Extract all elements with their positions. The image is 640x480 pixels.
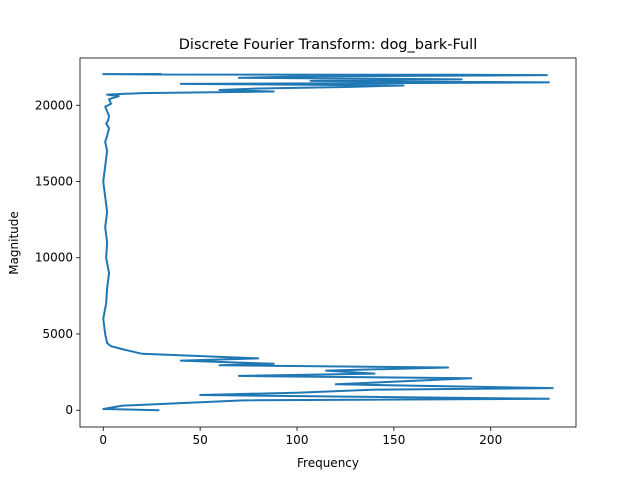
y-axis-ticks: 0 5000 10000 15000 20000: [35, 98, 80, 417]
series-line-0: [102, 73, 554, 412]
x-axis-label: Frequency: [297, 456, 359, 470]
chart-title: Discrete Fourier Transform: dog_bark-Ful…: [179, 37, 478, 53]
y-tick-label: 5000: [42, 327, 73, 341]
x-tick-label: 100: [286, 433, 309, 447]
y-tick-label: 15000: [35, 175, 73, 189]
series-layer: [102, 73, 554, 412]
x-axis-ticks: 0 50 100 150 200: [99, 427, 502, 447]
x-tick-label: 50: [192, 433, 207, 447]
axes-frame: [79, 57, 577, 428]
y-axis-label: Magnitude: [7, 211, 21, 275]
x-tick-label: 150: [382, 433, 405, 447]
x-tick-label: 200: [479, 433, 502, 447]
x-tick-label: 0: [99, 433, 107, 447]
y-tick-label: 10000: [35, 251, 73, 265]
y-tick-label: 20000: [35, 98, 73, 112]
y-tick-label: 0: [65, 403, 73, 417]
